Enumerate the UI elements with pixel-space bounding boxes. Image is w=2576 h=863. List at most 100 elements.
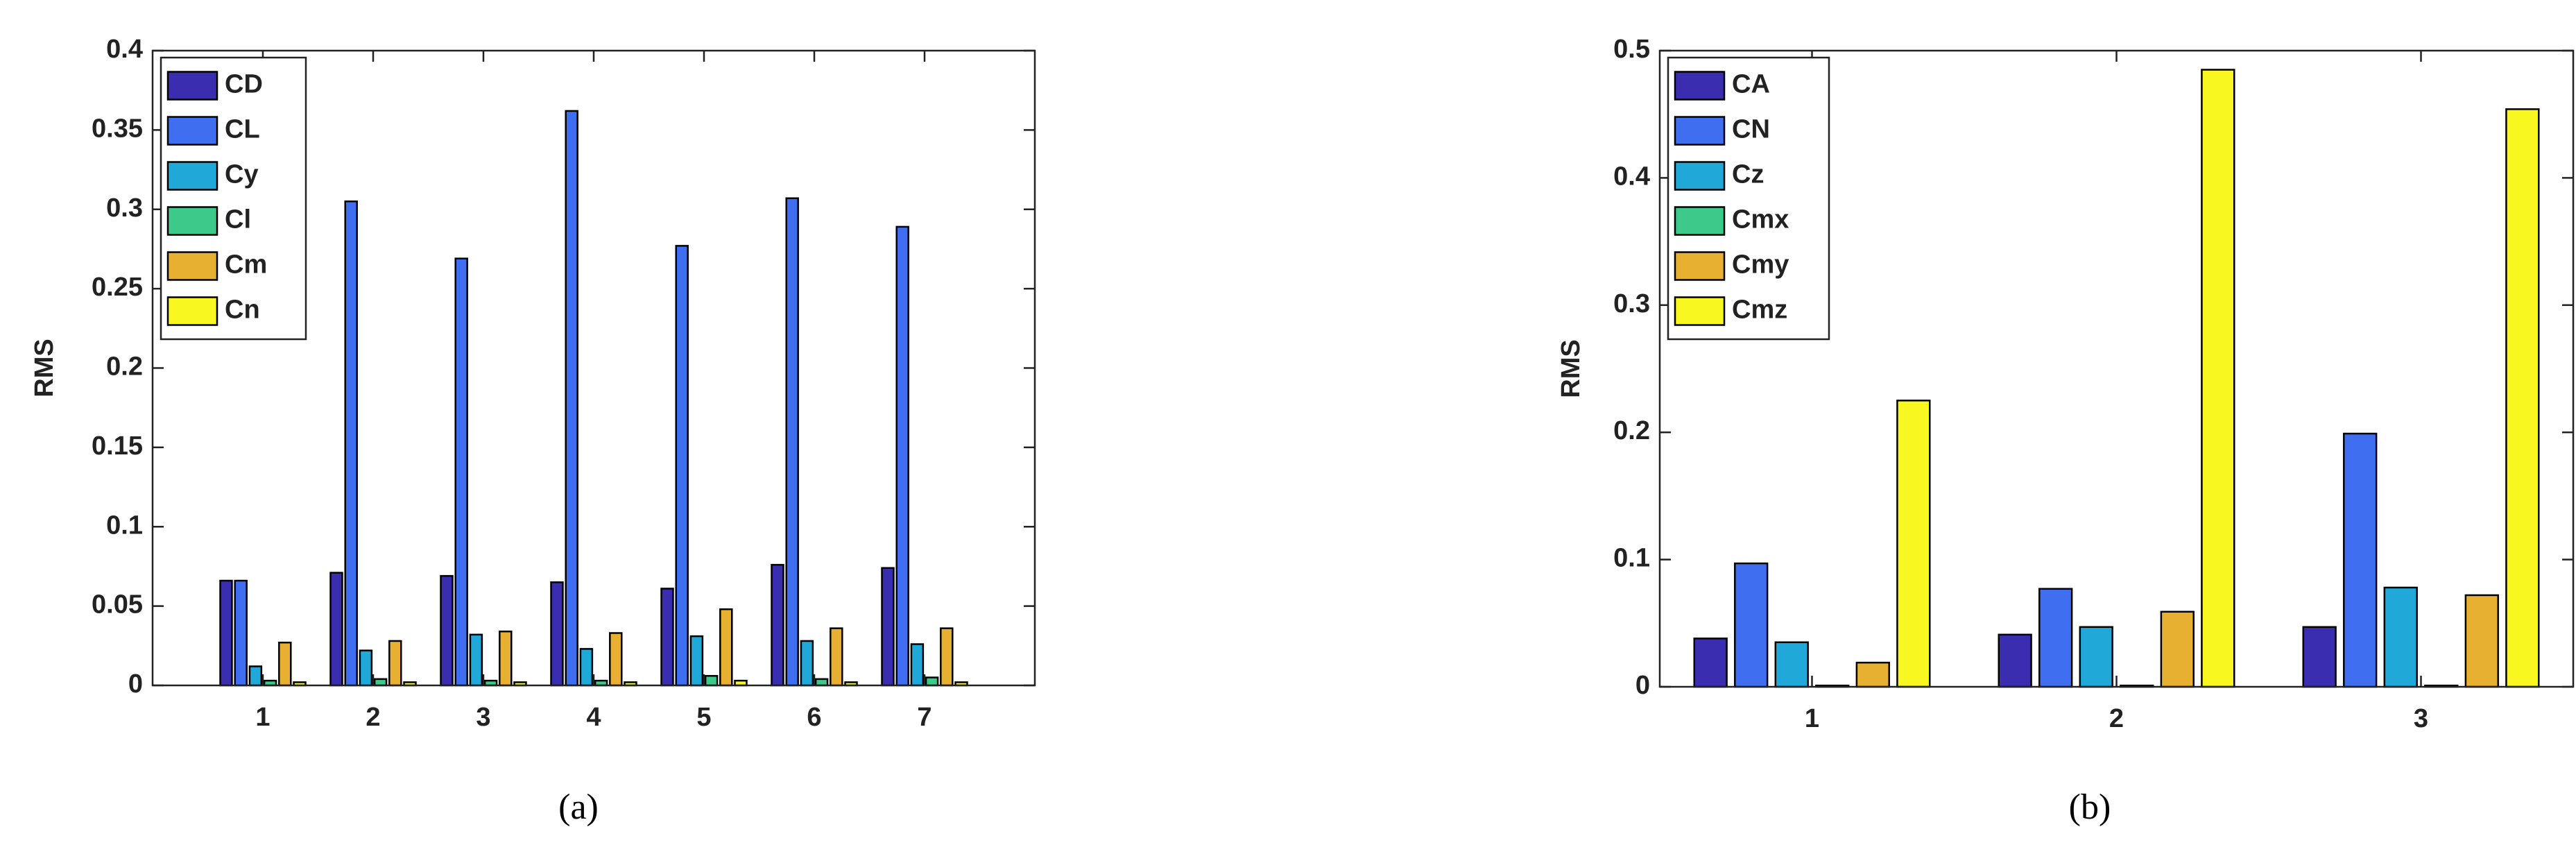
legend-label: Cz (1732, 160, 1764, 189)
x-tick-label: 3 (476, 703, 490, 732)
bar (499, 630, 513, 687)
bar (344, 200, 358, 687)
bar (550, 581, 564, 687)
chart: 0 0.05 0.1 0.15 0.2 0.25 0.3 0.35 0.4 1 2 3 4 5 6 7 RMS (… (30, 35, 1036, 827)
bar (373, 678, 388, 687)
legend-box (1667, 56, 1830, 341)
bar (2505, 108, 2540, 688)
bar (1693, 638, 1728, 688)
bar (925, 676, 939, 687)
bar (719, 608, 733, 687)
legend-label: Cn (225, 296, 260, 325)
y-tick-label: 0.2 (106, 352, 143, 382)
y-tick-label: 0.4 (106, 35, 143, 64)
legend-label: Cmz (1732, 296, 1787, 325)
bar (329, 572, 343, 687)
bar (940, 627, 954, 687)
legend-swatch (1674, 116, 1726, 146)
bar (895, 225, 909, 687)
x-tick-label: 6 (807, 703, 821, 732)
legend-swatch (166, 206, 218, 236)
bar (2383, 586, 2418, 688)
bar (704, 675, 719, 687)
legend-swatch (166, 296, 218, 326)
y-tick-label: 0.4 (1613, 162, 1650, 191)
bar (785, 197, 799, 687)
y-tick-label: 0.05 (92, 590, 143, 620)
bar (1896, 400, 1931, 688)
y-axis-label: RMS (30, 339, 59, 397)
caption: (b) (2069, 787, 2111, 827)
bar (2201, 69, 2235, 688)
bar (388, 640, 402, 687)
bar (248, 665, 263, 687)
legend-swatch (1674, 161, 1726, 191)
y-tick-label: 0 (1635, 671, 1650, 700)
legend-swatch (166, 71, 218, 101)
legend-label: Cmx (1732, 205, 1789, 234)
bar (1774, 641, 1809, 688)
bar (881, 567, 895, 687)
legend-swatch (166, 116, 218, 146)
y-tick-label: 0 (128, 669, 143, 699)
bar (2343, 432, 2378, 688)
bar (454, 257, 468, 687)
y-tick-label: 0.2 (1613, 416, 1650, 445)
bar (609, 632, 623, 687)
bar (278, 641, 292, 687)
y-tick-label: 0.3 (106, 194, 143, 223)
x-tick-label: 3 (2414, 704, 2428, 733)
bar (2079, 626, 2113, 688)
bar (469, 633, 483, 687)
legend-swatch (166, 251, 218, 281)
bar (910, 643, 925, 687)
legend-label: Cl (225, 205, 251, 234)
bar (800, 640, 814, 687)
bar (660, 588, 674, 687)
x-tick-label: 5 (696, 703, 711, 732)
legend: CD CL Cy Cl Cm Cn (160, 56, 307, 341)
y-tick-label: 0.1 (106, 511, 143, 540)
bar (359, 649, 373, 687)
legend-swatch (1674, 71, 1726, 101)
chart: 0 0.1 0.2 0.3 0.4 0.5 1 2 3 RMS (b) CA CN Cz Cmx Cmy Cmz (1556, 35, 2575, 827)
legend-label: CA (1732, 70, 1770, 99)
y-tick-label: 0.3 (1613, 289, 1650, 318)
bar (675, 245, 689, 687)
bar (771, 563, 784, 687)
legend-box (160, 56, 307, 341)
bar (2302, 626, 2337, 688)
y-tick-label: 0.35 (92, 114, 143, 143)
bar (579, 648, 594, 687)
caption: (a) (558, 787, 599, 827)
y-tick-label: 0.5 (1613, 35, 1650, 64)
bar (565, 110, 578, 687)
bar (1855, 661, 1890, 688)
legend: CA CN Cz Cmx Cmy Cmz (1667, 56, 1830, 341)
bar (2038, 588, 2073, 688)
bar (219, 579, 233, 687)
bar (234, 579, 248, 687)
y-tick-label: 0.25 (92, 273, 143, 302)
bar (1734, 562, 1769, 688)
legend-label: Cmy (1732, 250, 1789, 280)
legend-label: Cy (225, 160, 259, 189)
legend-label: Cm (225, 250, 267, 280)
bar (2464, 594, 2499, 688)
legend-label: CL (225, 115, 260, 144)
y-tick-label: 0.1 (1613, 544, 1650, 573)
legend-label: CN (1732, 115, 1770, 144)
legend-label: CD (225, 70, 263, 99)
legend-swatch (1674, 251, 1726, 281)
bar (689, 635, 704, 687)
bar (1998, 633, 2032, 688)
bar (440, 574, 454, 687)
legend-swatch (1674, 296, 1726, 326)
x-tick-label: 2 (366, 703, 380, 732)
x-tick-label: 7 (917, 703, 931, 732)
bar (830, 627, 843, 687)
y-axis-label: RMS (1556, 339, 1586, 398)
x-tick-label: 1 (1805, 704, 1819, 733)
y-tick-label: 0.15 (92, 432, 143, 461)
